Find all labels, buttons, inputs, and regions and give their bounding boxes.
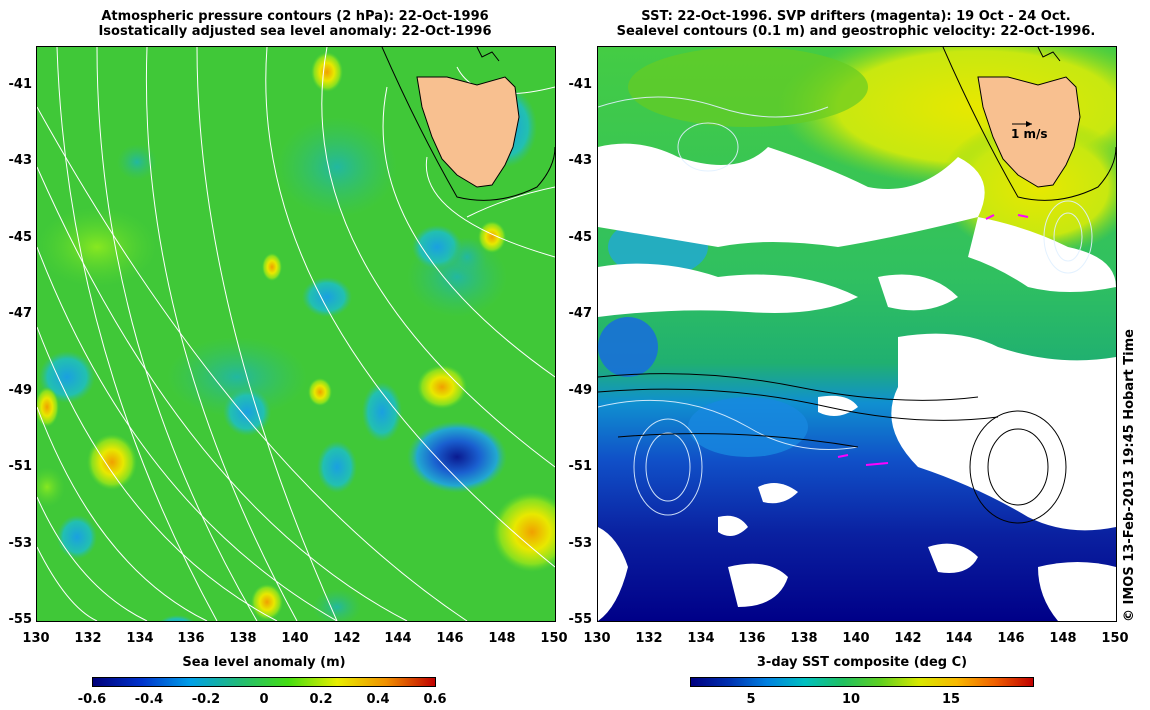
right-xtick: 142: [894, 631, 922, 646]
sst-field: [598, 47, 1116, 621]
left-ytick: -43: [8, 153, 33, 168]
left-title-line1: Atmospheric pressure contours (2 hPa): 2…: [101, 9, 489, 24]
geostrophic-vectors: [598, 373, 1067, 524]
left-xtick: 140: [281, 631, 309, 646]
right-xtick: 140: [842, 631, 870, 646]
cloud-mask: [598, 143, 1116, 621]
right-ytick: -55: [568, 612, 593, 627]
scale-arrow-label: 1 m/s: [1011, 127, 1048, 141]
right-xtick: 148: [1049, 631, 1077, 646]
right-ytick: -51: [568, 459, 593, 474]
copyright-label: © IMOS 13-Feb-2013 19:45 Hobart Time: [1122, 329, 1137, 622]
left-ytick: -47: [8, 306, 33, 321]
left-ytick: -45: [8, 230, 33, 245]
right-xtick: 150: [1101, 631, 1129, 646]
sea-level-anomaly-field: [37, 47, 555, 621]
left-ytick: -55: [8, 612, 33, 627]
svp-drifters: [837, 214, 1029, 466]
right-ytick: -53: [568, 536, 593, 551]
right-title-line2: Sealevel contours (0.1 m) and geostrophi…: [616, 24, 1096, 39]
right-title-line1: SST: 22-Oct-1996. SVP drifters (magenta)…: [641, 9, 1071, 24]
left-ytick: -51: [8, 459, 33, 474]
left-cbar-tick: 0.4: [366, 692, 390, 707]
left-xtick: 134: [126, 631, 154, 646]
left-xtick: 138: [229, 631, 257, 646]
left-cbar-tick: 0.2: [309, 692, 333, 707]
right-xtick: 132: [635, 631, 663, 646]
left-cbar-tick: -0.2: [191, 692, 221, 707]
right-colorbar-title: 3-day SST composite (deg C): [756, 655, 968, 670]
sst-map: 1 m/s: [597, 46, 1117, 622]
left-ytick: -53: [8, 536, 33, 551]
tasmania-land-sst: [977, 76, 1081, 188]
left-xtick: 148: [488, 631, 516, 646]
left-xtick: 142: [333, 631, 361, 646]
left-ytick: -41: [8, 77, 33, 92]
left-xtick: 144: [384, 631, 412, 646]
right-ytick: -45: [568, 230, 593, 245]
right-ytick: -41: [568, 77, 593, 92]
right-cbar-tick: 5: [746, 692, 756, 707]
sea-level-anomaly-map: [36, 46, 556, 622]
left-xtick: 150: [540, 631, 568, 646]
right-xtick: 138: [790, 631, 818, 646]
right-ytick: -49: [568, 383, 593, 398]
left-cbar-tick: 0.6: [423, 692, 447, 707]
right-xtick: 146: [997, 631, 1025, 646]
left-cbar-tick: -0.6: [77, 692, 107, 707]
left-ytick: -49: [8, 383, 33, 398]
left-cbar-tick: 0: [259, 692, 269, 707]
right-cbar-tick: 10: [841, 692, 861, 707]
pressure-contours: [37, 47, 555, 621]
left-xtick: 132: [74, 631, 102, 646]
tasmania-land: [416, 76, 520, 188]
left-xtick: 146: [436, 631, 464, 646]
right-xtick: 136: [738, 631, 766, 646]
sst-colorbar: [690, 677, 1034, 687]
left-xtick: 136: [177, 631, 205, 646]
left-cbar-tick: -0.4: [134, 692, 164, 707]
sea-level-colorbar: [92, 677, 436, 687]
scale-arrow: [1012, 121, 1032, 127]
left-colorbar-title: Sea level anomaly (m): [182, 655, 346, 670]
left-title-line2: Isostatically adjusted sea level anomaly…: [98, 24, 492, 39]
left-xtick: 130: [22, 631, 50, 646]
right-xtick: 144: [945, 631, 973, 646]
right-xtick: 134: [687, 631, 715, 646]
sealevel-contours: [598, 96, 1093, 516]
right-ytick: -47: [568, 306, 593, 321]
right-cbar-tick: 15: [941, 692, 961, 707]
right-ytick: -43: [568, 153, 593, 168]
right-xtick: 130: [583, 631, 611, 646]
